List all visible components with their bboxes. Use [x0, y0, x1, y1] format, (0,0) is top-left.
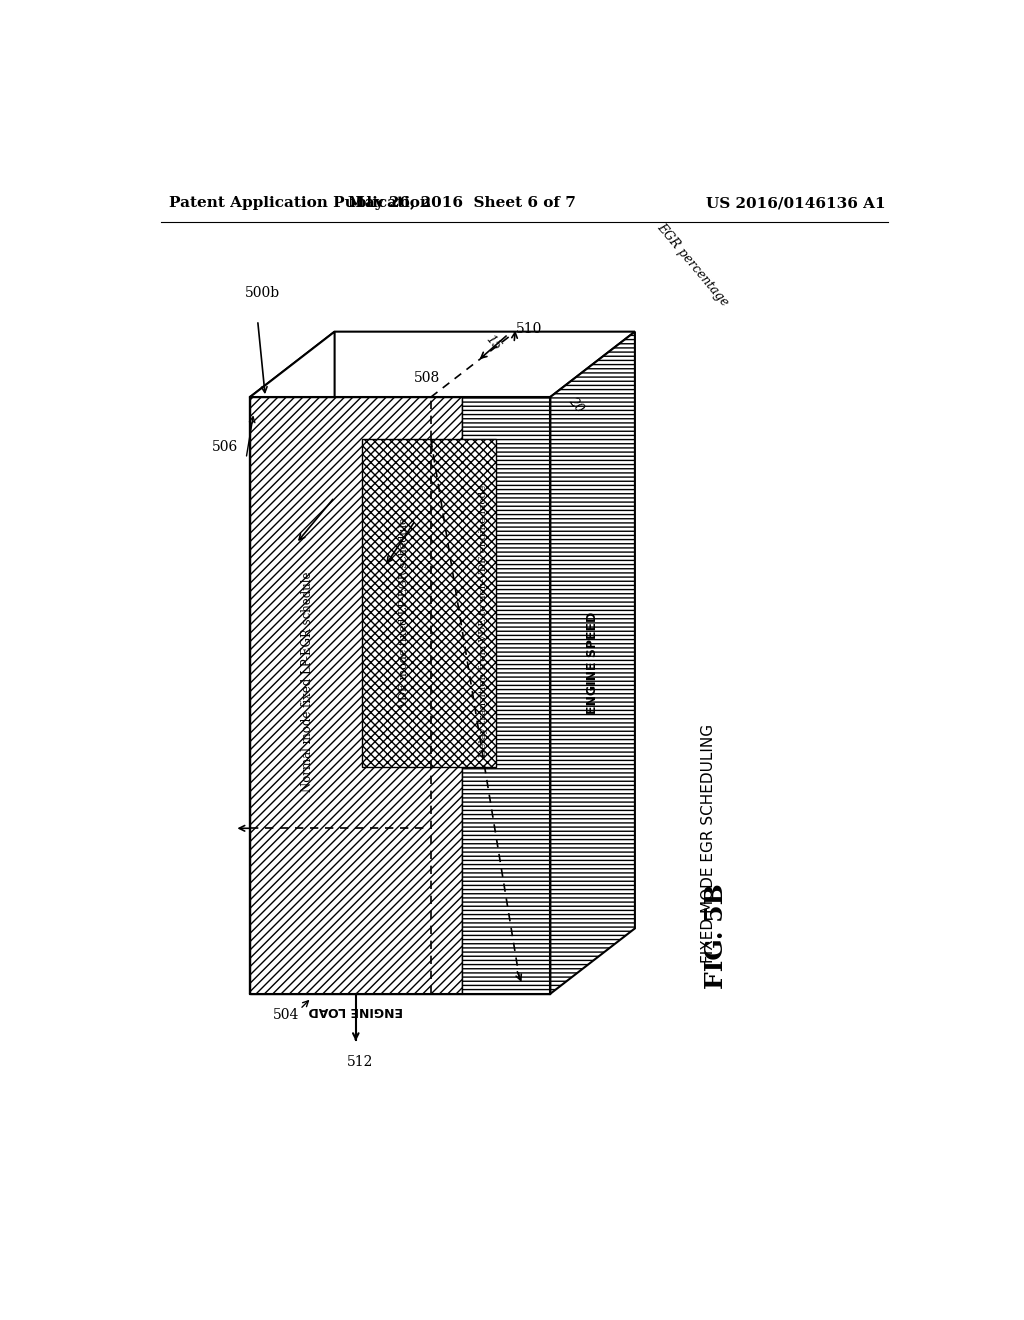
Text: ENGINE LOAD: ENGINE LOAD [308, 1005, 403, 1018]
Polygon shape [250, 331, 335, 994]
Bar [250, 397, 462, 994]
Text: 506: 506 [212, 440, 239, 454]
Text: Normal mode fixed LP-EGR schedule: Normal mode fixed LP-EGR schedule [301, 572, 314, 792]
Text: Delay transition from VDE to non-VDE engine mode: Delay transition from VDE to non-VDE eng… [479, 484, 487, 756]
Text: VDE mode fixed LP-EGR schedule: VDE mode fixed LP-EGR schedule [399, 517, 409, 708]
Text: Patent Application Publication: Patent Application Publication [169, 197, 431, 210]
Text: ENGINE SPEED: ENGINE SPEED [586, 611, 599, 714]
Polygon shape [550, 331, 635, 994]
Text: FIXED MODE EGR SCHEDULING: FIXED MODE EGR SCHEDULING [700, 725, 716, 964]
Text: 20: 20 [565, 395, 586, 414]
Text: May 26, 2016  Sheet 6 of 7: May 26, 2016 Sheet 6 of 7 [348, 197, 575, 210]
Text: EGR percentage: EGR percentage [654, 220, 731, 309]
Text: 15: 15 [483, 333, 504, 352]
Bar [361, 440, 497, 767]
Text: US 2016/0146136 A1: US 2016/0146136 A1 [706, 197, 885, 210]
Text: 508: 508 [414, 371, 440, 385]
Text: 510: 510 [516, 322, 543, 335]
Text: 500b: 500b [245, 286, 280, 300]
Bar [462, 397, 550, 994]
Text: 504: 504 [273, 1008, 299, 1023]
Polygon shape [250, 331, 635, 397]
Text: 512: 512 [346, 1056, 373, 1069]
Text: FIG. 5B: FIG. 5B [703, 883, 728, 989]
